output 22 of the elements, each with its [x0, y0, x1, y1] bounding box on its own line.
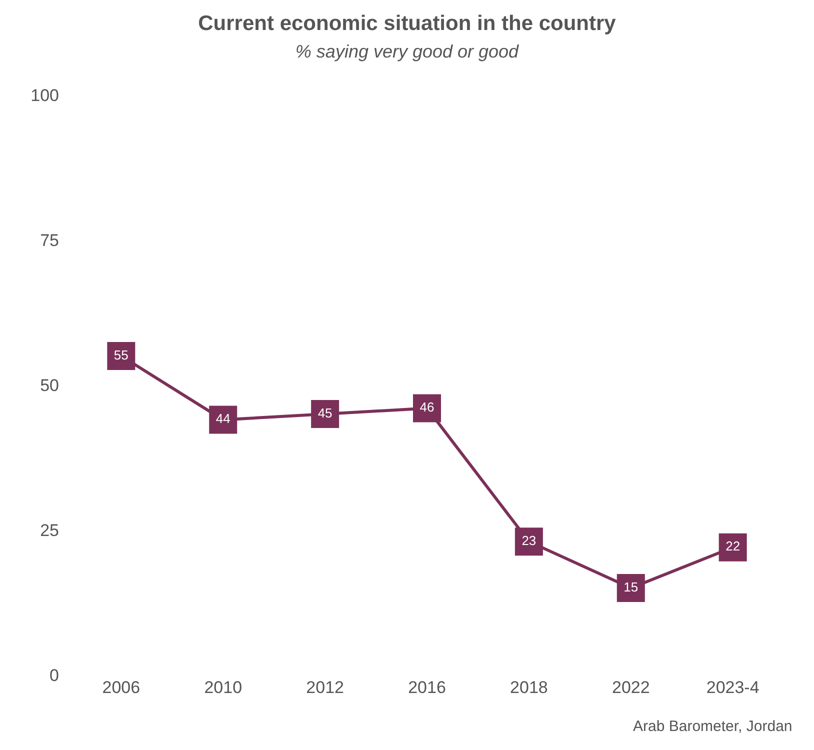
y-tick-label: 0: [50, 666, 59, 685]
y-tick-label: 50: [40, 376, 59, 395]
data-label: 45: [318, 405, 332, 420]
x-tick-label: 2022: [612, 678, 650, 697]
chart-subtitle: % saying very good or good: [295, 41, 520, 62]
data-label: 46: [420, 399, 434, 414]
data-label: 23: [522, 532, 536, 548]
data-label: 55: [114, 347, 128, 362]
y-tick-label: 75: [40, 230, 59, 250]
x-tick-label: 2023-4: [706, 678, 760, 697]
text: Arab Barometer, Jordan: [633, 718, 792, 735]
chart-title: Current economic situation in the country: [198, 12, 616, 35]
x-tick-label: 2006: [102, 678, 140, 697]
data-label: 15: [624, 579, 638, 594]
x-tick-label: 2018: [510, 678, 548, 697]
x-tick-label: 2012: [306, 678, 344, 697]
data-label: 44: [216, 411, 230, 426]
y-tick-label: 100: [30, 86, 59, 105]
data-label: 22: [726, 538, 740, 554]
x-tick-label: 2016: [408, 678, 446, 697]
x-tick-label: 2010: [204, 678, 242, 697]
y-tick-label: 25: [40, 520, 59, 540]
